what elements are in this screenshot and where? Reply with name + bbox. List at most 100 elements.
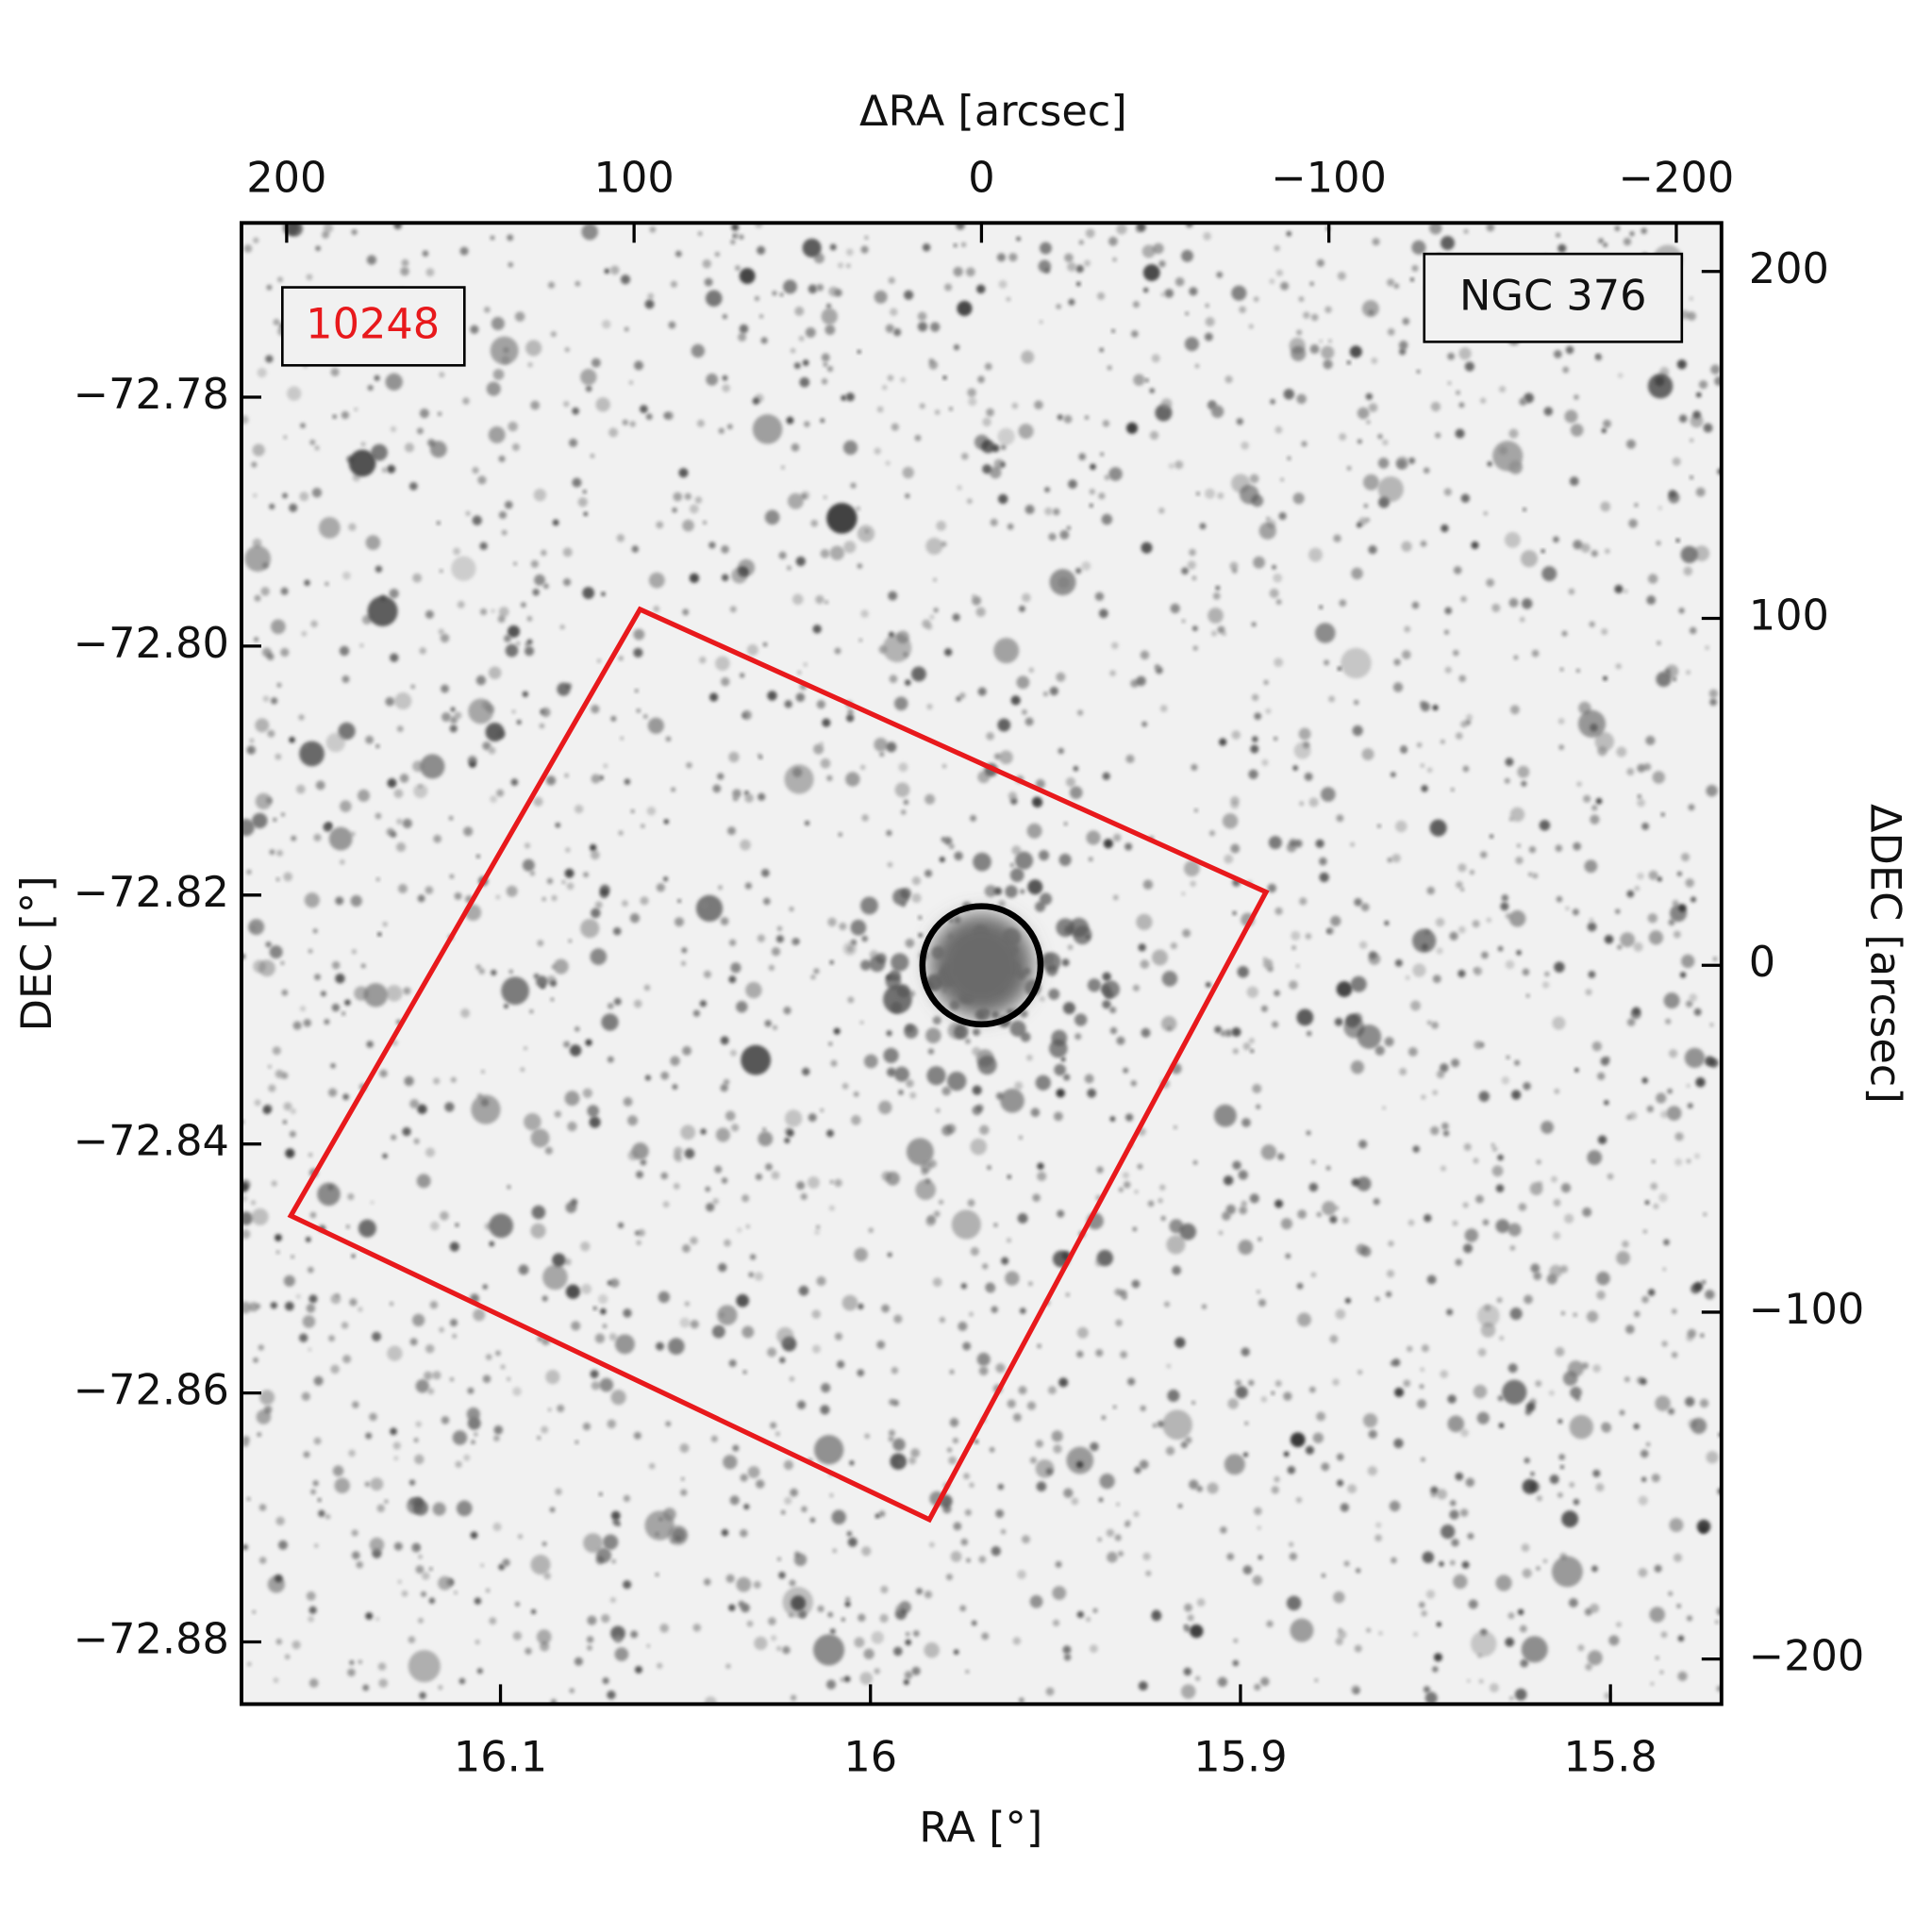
star (419, 1691, 426, 1700)
star (1673, 1553, 1683, 1562)
star (1044, 268, 1051, 274)
star (846, 1531, 853, 1537)
star (1650, 1182, 1658, 1191)
star (682, 519, 694, 532)
star (1231, 1027, 1241, 1038)
star (596, 658, 602, 663)
star (790, 347, 796, 354)
star (1392, 1358, 1401, 1367)
star (924, 1641, 940, 1658)
star (314, 445, 320, 451)
star (1336, 1453, 1344, 1461)
x-tick-label: 16 (843, 1733, 897, 1782)
star (504, 500, 513, 509)
star (861, 814, 869, 822)
star (260, 587, 270, 596)
star (957, 485, 962, 491)
star (1210, 630, 1218, 637)
star (611, 1558, 616, 1564)
cluster-star (1038, 850, 1050, 861)
star (1158, 260, 1166, 268)
star (849, 1460, 855, 1466)
star (891, 423, 899, 431)
star (1017, 1212, 1028, 1224)
star (1420, 540, 1427, 547)
star (527, 361, 533, 368)
star (1109, 1116, 1116, 1122)
star (1303, 311, 1310, 319)
star (511, 442, 520, 452)
star (1400, 745, 1407, 752)
star (1231, 285, 1247, 301)
star (1464, 361, 1475, 372)
star (1650, 1681, 1655, 1687)
star (886, 741, 897, 753)
star (427, 439, 436, 447)
star (1039, 320, 1043, 325)
star (1560, 1311, 1565, 1316)
object-label-box (1423, 252, 1684, 343)
star (1377, 458, 1390, 469)
star (1462, 1243, 1474, 1254)
star (375, 565, 383, 574)
star (501, 356, 510, 365)
star (1474, 1041, 1482, 1049)
star (1098, 492, 1106, 500)
star (802, 238, 822, 258)
star (1629, 231, 1635, 237)
star (1407, 1046, 1418, 1057)
star (804, 820, 810, 826)
star (964, 1508, 972, 1516)
star (1557, 243, 1567, 253)
star (1521, 780, 1527, 787)
star (1465, 1477, 1475, 1488)
star (1473, 1158, 1479, 1164)
star (1625, 1114, 1632, 1121)
star (743, 1504, 750, 1510)
star (1357, 1369, 1363, 1375)
star (372, 1331, 382, 1341)
star (839, 922, 847, 931)
star (986, 732, 994, 741)
star (829, 959, 834, 965)
star (878, 1510, 886, 1518)
star (725, 1663, 731, 1669)
star (419, 647, 426, 655)
star (1440, 1370, 1449, 1378)
star (598, 1491, 603, 1496)
star (602, 1677, 609, 1685)
star (1695, 487, 1706, 497)
star (253, 1357, 258, 1363)
star (583, 1533, 603, 1554)
star (1601, 1423, 1612, 1433)
star (663, 412, 670, 420)
star (635, 1665, 642, 1674)
star (1351, 1178, 1360, 1187)
star (911, 892, 922, 904)
star (427, 1388, 435, 1395)
star (1271, 1486, 1279, 1494)
star (641, 824, 645, 828)
star (452, 1333, 458, 1339)
star (309, 1211, 317, 1219)
star (689, 504, 699, 514)
star (963, 1473, 970, 1480)
star (428, 1567, 433, 1572)
star (367, 385, 374, 391)
star (692, 1624, 702, 1632)
star (1012, 1637, 1022, 1645)
star (1556, 895, 1563, 903)
star (302, 1315, 316, 1328)
star (770, 1635, 777, 1641)
star (832, 1548, 838, 1554)
star (1319, 872, 1329, 883)
star (1032, 1193, 1041, 1202)
star (1289, 838, 1297, 846)
star (440, 633, 450, 643)
star (1027, 1281, 1033, 1287)
star (1655, 1656, 1659, 1660)
star (1404, 625, 1411, 633)
star (1131, 1279, 1141, 1289)
star (663, 819, 670, 824)
star (801, 1067, 810, 1076)
